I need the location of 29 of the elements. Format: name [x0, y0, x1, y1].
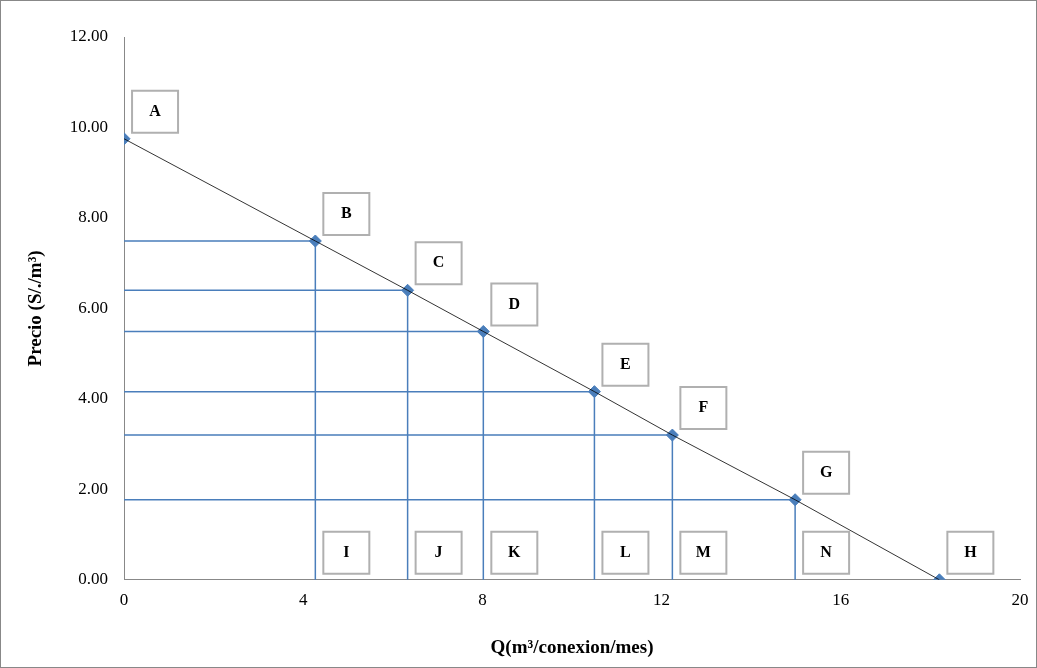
annotation: M: [695, 542, 711, 560]
x-tick-label: 16: [832, 590, 850, 610]
x-tick-label: 4: [298, 590, 308, 610]
y-tick-label: 12.00: [69, 26, 109, 46]
x-tick-label: 20: [1011, 590, 1029, 610]
y-tick-label: 6.00: [78, 297, 109, 317]
annotation: G: [819, 462, 833, 480]
x-axis-title: Q(m³/conexion/mes): [490, 635, 654, 658]
annotation: A: [149, 101, 162, 119]
y-tick-label: 2.00: [78, 478, 109, 498]
y-tick-label: 8.00: [78, 207, 109, 227]
annotation: L: [620, 542, 631, 560]
y-tick-label: 0.00: [78, 569, 109, 589]
annotation: N: [820, 542, 833, 560]
y-tick-label: 4.00: [78, 388, 109, 408]
annotation: C: [432, 253, 445, 271]
annotation: K: [508, 542, 522, 560]
y-tick-label: 10.00: [69, 116, 109, 136]
y-axis-title: Precio (S/./m³): [24, 250, 47, 367]
x-tick-label: 0: [119, 590, 129, 610]
annotation: E: [620, 354, 631, 372]
annotation: H: [964, 542, 978, 560]
annotation: F: [698, 398, 709, 416]
annotation: J: [434, 542, 443, 560]
annotation: I: [343, 542, 350, 560]
x-tick-label: 12: [653, 590, 671, 610]
annotation: D: [508, 294, 521, 312]
x-tick-label: 8: [478, 590, 487, 610]
annotation: B: [341, 204, 352, 222]
